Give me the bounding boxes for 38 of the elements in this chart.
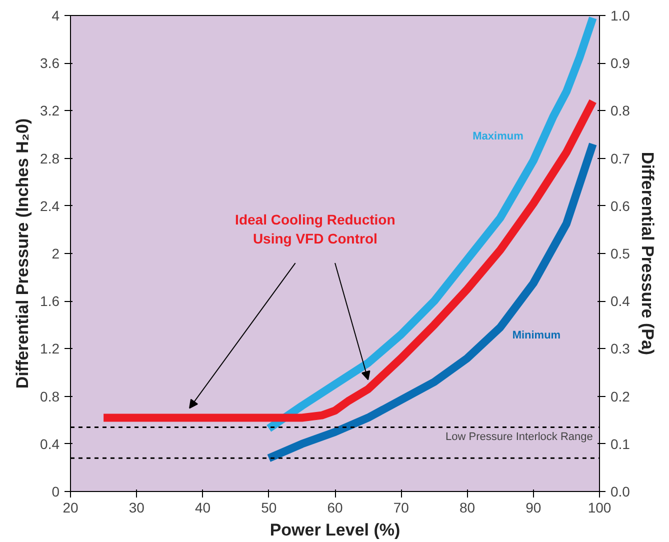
y2-tick-label: 0.0 <box>610 484 630 500</box>
y2-tick-label: 0.5 <box>610 246 630 262</box>
y-tick-label: 1.2 <box>40 340 60 357</box>
x-tick-label: 50 <box>261 500 277 516</box>
ref-line-label: Low Pressure Interlock Range <box>446 431 593 444</box>
y-tick-label: 3.2 <box>40 102 60 119</box>
text: Ideal Cooling Reduction Using VFD Control <box>235 211 396 246</box>
series-label: Maximum <box>472 130 524 143</box>
y-tick-label: 1.6 <box>40 293 60 310</box>
y2-tick-label: 0.6 <box>610 198 630 214</box>
y2-tick-label: 0.8 <box>610 102 630 119</box>
x-tick-label: 100 <box>588 500 612 516</box>
x-tick-label: 40 <box>194 500 211 516</box>
y2-tick-label: 0.3 <box>610 340 630 357</box>
x-tick-label: 60 <box>327 500 343 516</box>
x-tick-label: 30 <box>128 500 145 516</box>
y-tick-label: 3.6 <box>40 55 60 72</box>
y-tick-label: 2.8 <box>40 150 60 166</box>
y2-tick-label: 0.1 <box>610 436 630 452</box>
x-tick-label: 80 <box>459 500 476 516</box>
x-tick-label: 70 <box>393 500 410 516</box>
x-tick-label: 20 <box>62 500 78 516</box>
series-label: Minimum <box>512 329 561 342</box>
y2-tick-label: 0.7 <box>610 150 630 166</box>
y-tick-label: 0.8 <box>40 388 60 404</box>
y-tick-label: 0.4 <box>40 436 60 452</box>
y-tick-label: 0 <box>52 484 60 500</box>
y-tick-label: 2.4 <box>40 198 60 214</box>
y-axis-title: Differential Pressure (Inches H₂0) <box>13 118 32 389</box>
x-tick-label: 90 <box>526 500 542 516</box>
y2-tick-label: 0.9 <box>610 55 630 72</box>
x-axis-title: Power Level (%) <box>270 520 400 540</box>
y2-tick-label: 0.2 <box>610 388 630 404</box>
y-tick-label: 4 <box>52 8 60 24</box>
y2-tick-label: 0.4 <box>610 293 630 310</box>
y-tick-label: 2 <box>52 246 60 262</box>
y2-axis-title: Differential Pressure (Pa) <box>638 152 657 356</box>
y2-tick-label: 1.0 <box>610 8 630 24</box>
